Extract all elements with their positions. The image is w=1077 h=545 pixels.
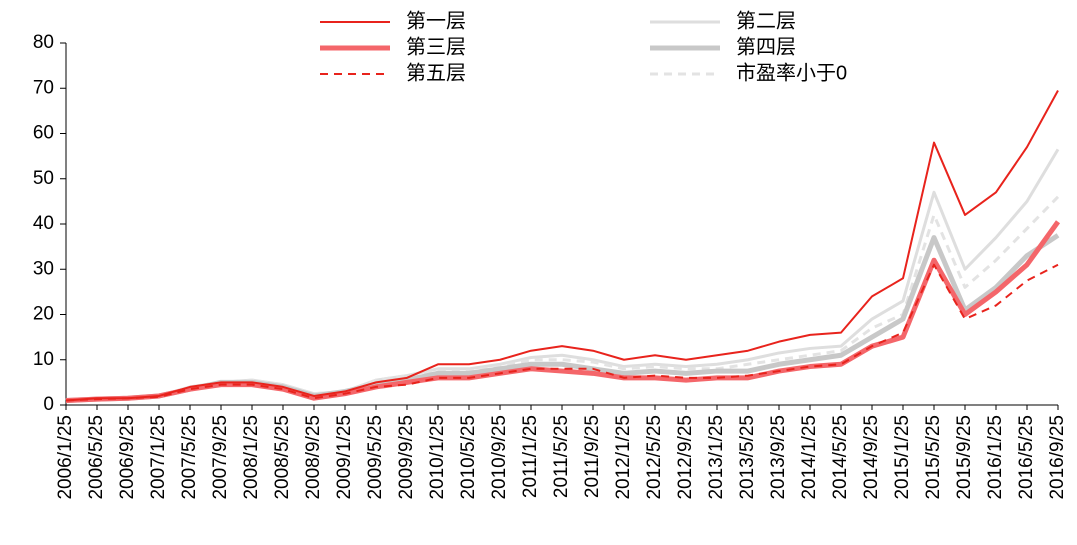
series-line bbox=[65, 263, 1059, 402]
legend-label: 市盈率小于0 bbox=[736, 61, 847, 84]
x-tick-label: 2016/1/25 bbox=[985, 415, 1006, 500]
legend-label: 第三层 bbox=[406, 35, 466, 58]
x-tick-label: 2008/1/25 bbox=[241, 415, 262, 500]
x-tick-label: 2014/1/25 bbox=[799, 415, 820, 500]
x-tick-label: 2010/1/25 bbox=[427, 415, 448, 500]
x-tick-label: 2015/9/25 bbox=[954, 415, 975, 500]
x-tick-label: 2011/9/25 bbox=[582, 415, 603, 498]
y-tick-label: 10 bbox=[33, 349, 54, 370]
x-tick-label: 2012/1/25 bbox=[613, 415, 634, 500]
y-tick-label: 50 bbox=[33, 168, 54, 189]
x-tick-label: 2008/9/25 bbox=[303, 415, 324, 500]
x-tick-label: 2009/9/25 bbox=[396, 415, 417, 500]
x-tick-label: 2016/9/25 bbox=[1047, 415, 1068, 500]
x-tick-label: 2006/9/25 bbox=[117, 415, 138, 500]
x-tick-label: 2010/9/25 bbox=[489, 415, 510, 500]
x-tick-label: 2009/1/25 bbox=[334, 415, 355, 500]
x-tick-label: 2013/9/25 bbox=[768, 415, 789, 500]
y-tick-label: 30 bbox=[33, 258, 54, 279]
x-tick-label: 2013/1/25 bbox=[706, 415, 727, 500]
y-tick-label: 60 bbox=[33, 123, 54, 144]
legend-label: 第四层 bbox=[736, 35, 796, 58]
x-tick-label: 2007/9/25 bbox=[210, 415, 231, 500]
legend-label: 第五层 bbox=[406, 61, 466, 84]
y-tick-label: 40 bbox=[33, 213, 54, 234]
x-tick-label: 2015/5/25 bbox=[923, 415, 944, 500]
series-line bbox=[65, 220, 1061, 403]
x-tick-label: 2006/5/25 bbox=[86, 415, 107, 500]
legend-label: 第一层 bbox=[406, 9, 466, 32]
x-tick-label: 2012/5/25 bbox=[644, 415, 665, 500]
series-line bbox=[65, 90, 1059, 402]
y-tick-label: 0 bbox=[43, 394, 54, 415]
x-tick-label: 2006/1/25 bbox=[55, 415, 76, 500]
x-tick-label: 2015/1/25 bbox=[892, 415, 913, 500]
y-tick-label: 20 bbox=[33, 304, 54, 325]
x-tick-label: 2010/5/25 bbox=[458, 415, 479, 500]
y-tick-label: 80 bbox=[33, 32, 54, 53]
legend-label: 第二层 bbox=[736, 9, 796, 32]
series-line bbox=[65, 195, 1060, 402]
x-tick-label: 2009/5/25 bbox=[365, 415, 386, 500]
y-tick-label: 70 bbox=[33, 77, 54, 98]
x-tick-label: 2014/5/25 bbox=[830, 415, 851, 500]
x-tick-label: 2014/9/25 bbox=[861, 415, 882, 500]
x-tick-label: 2008/5/25 bbox=[272, 415, 293, 500]
x-tick-label: 2013/5/25 bbox=[737, 415, 758, 500]
x-tick-label: 2011/5/25 bbox=[551, 415, 572, 498]
x-tick-label: 2007/1/25 bbox=[148, 415, 169, 500]
x-tick-label: 2012/9/25 bbox=[675, 415, 696, 500]
x-tick-label: 2011/1/25 bbox=[520, 415, 541, 498]
x-tick-label: 2016/5/25 bbox=[1016, 415, 1037, 500]
x-tick-label: 2007/5/25 bbox=[179, 415, 200, 500]
